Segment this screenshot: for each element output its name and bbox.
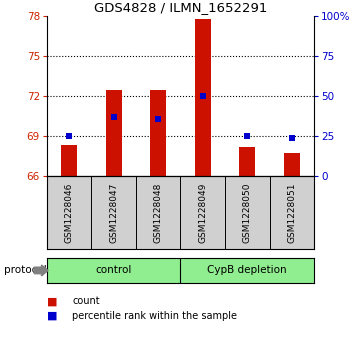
Point [155,116,161,122]
Point [200,93,206,99]
Point [111,114,117,120]
Bar [61,146,77,176]
Title: GDS4828 / ILMN_1652291: GDS4828 / ILMN_1652291 [94,1,267,14]
Bar [284,154,300,176]
Text: GSM1228048: GSM1228048 [154,182,163,242]
Point [66,133,72,139]
Text: count: count [72,296,100,306]
Bar [151,90,166,176]
Point [289,135,295,140]
Text: percentile rank within the sample: percentile rank within the sample [72,311,237,321]
Text: GSM1228049: GSM1228049 [198,182,207,242]
Text: GSM1228046: GSM1228046 [65,182,74,242]
Text: ■: ■ [47,311,57,321]
Bar [106,90,122,176]
Text: protocol: protocol [4,265,46,276]
Text: CypB depletion: CypB depletion [208,265,287,276]
Bar [195,19,210,176]
Text: GSM1228050: GSM1228050 [243,182,252,242]
Text: control: control [96,265,132,276]
Bar [239,147,255,176]
Point [244,133,250,139]
Text: GSM1228047: GSM1228047 [109,182,118,242]
Text: ■: ■ [47,296,57,306]
Text: GSM1228051: GSM1228051 [287,182,296,242]
